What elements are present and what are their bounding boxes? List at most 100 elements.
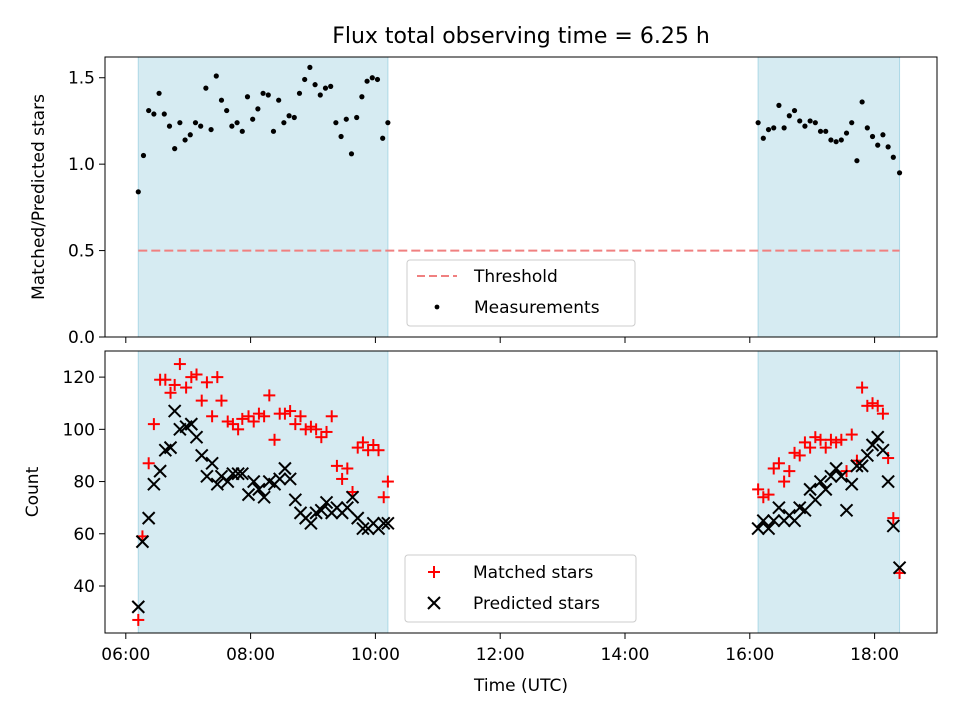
x-stroke xyxy=(252,482,266,497)
predicted-stars-point xyxy=(767,514,781,528)
matched-stars-point xyxy=(164,386,177,399)
count-points xyxy=(131,358,907,626)
predicted-stars-point xyxy=(314,503,329,517)
measurement-point xyxy=(896,170,903,176)
matched-stars-point xyxy=(310,423,323,436)
predicted-stars-point xyxy=(319,495,334,510)
y-tick-label: 60 xyxy=(73,525,95,545)
measurement-point xyxy=(322,85,329,91)
measurement-point xyxy=(224,107,230,114)
matched-stars-point xyxy=(142,457,155,470)
measurement-point xyxy=(333,120,339,126)
matched-stars-point xyxy=(341,462,354,475)
measurement-point xyxy=(791,107,798,114)
measurement-point xyxy=(807,118,813,124)
matched-stars-point xyxy=(336,472,349,485)
ratio-legend: Threshold Measurements xyxy=(406,259,636,327)
predicted-stars-point xyxy=(189,430,204,444)
matched-stars-point xyxy=(185,371,198,384)
measurement-point xyxy=(843,130,850,136)
predicted-stars-point xyxy=(200,469,214,484)
measurement-point xyxy=(817,128,824,134)
matched-stars-point xyxy=(793,449,806,462)
legend-predicted-label: Predicted stars xyxy=(473,594,600,614)
measurement-point xyxy=(802,123,808,129)
matched-stars-point xyxy=(247,415,260,428)
legend-threshold-label: Threshold xyxy=(473,267,558,287)
predicted-stars-point xyxy=(235,467,249,481)
y-tick-label: 1.5 xyxy=(68,69,95,89)
predicted-stars-point xyxy=(257,490,271,504)
matched-stars-point xyxy=(871,399,884,412)
x-stroke xyxy=(829,461,843,476)
x-tick-label: 16:00 xyxy=(725,645,774,665)
measurement-point xyxy=(812,120,818,126)
x-stroke xyxy=(167,404,182,418)
x-stroke xyxy=(787,514,802,528)
x-stroke xyxy=(241,487,256,502)
predicted-stars-point xyxy=(345,490,360,504)
measurement-point xyxy=(328,83,334,89)
measurement-point xyxy=(229,123,235,129)
matched-stars-point xyxy=(788,446,801,459)
ratio-y-axis-label: Matched/Predicted stars xyxy=(29,94,49,300)
predicted-stars-point xyxy=(167,404,182,418)
x-stroke xyxy=(772,500,786,515)
measurement-point xyxy=(849,120,855,126)
measurement-point xyxy=(187,132,193,138)
measurement-point xyxy=(864,125,870,131)
measurement-point xyxy=(166,123,173,129)
measurement-point xyxy=(385,120,391,126)
x-stroke xyxy=(288,493,303,507)
x-tick-label: 18:00 xyxy=(850,645,899,665)
measurement-point xyxy=(838,137,844,143)
predicted-stars-point xyxy=(845,477,859,491)
measurement-point xyxy=(260,90,266,96)
matched-stars-point xyxy=(362,444,375,457)
measurement-point xyxy=(781,125,787,131)
x-stroke xyxy=(195,448,209,463)
x-tick-label: 10:00 xyxy=(351,645,400,665)
predicted-stars-point xyxy=(340,500,355,515)
x-stroke xyxy=(283,472,297,486)
x-stroke xyxy=(819,482,833,497)
measurement-point xyxy=(776,102,782,108)
x-stroke xyxy=(153,464,167,478)
measurement-point xyxy=(890,154,896,160)
predicted-stars-point xyxy=(351,511,365,525)
matched-stars-point xyxy=(232,423,245,436)
measurement-point xyxy=(343,116,349,122)
predicted-stars-point xyxy=(184,417,199,431)
matched-stars-point xyxy=(377,491,390,504)
measurement-point xyxy=(771,125,777,131)
x-stroke xyxy=(351,511,365,525)
matched-stars-point xyxy=(252,407,265,420)
predicted-stars-point xyxy=(278,461,292,476)
measurement-point xyxy=(374,76,381,83)
predicted-stars-point xyxy=(829,461,843,476)
x-stroke xyxy=(247,474,261,489)
y-tick-label: 40 xyxy=(73,577,95,597)
ratio-panel: Flux total observing time = 6.25 h 0.00.… xyxy=(29,24,938,348)
x-stroke xyxy=(839,503,854,517)
measurement-point xyxy=(380,135,386,141)
predicted-stars-point xyxy=(205,456,219,470)
x-stroke xyxy=(278,461,292,476)
matched-stars-point xyxy=(783,465,796,478)
matched-stars-point xyxy=(215,394,228,407)
matched-stars-point xyxy=(809,431,822,444)
x-stroke xyxy=(793,500,807,515)
predicted-stars-point xyxy=(241,487,256,502)
y-tick-label: 80 xyxy=(73,473,95,493)
measurement-point xyxy=(218,97,225,103)
measurement-point xyxy=(208,126,214,133)
observing-window xyxy=(137,56,389,338)
matched-stars-point xyxy=(325,410,338,423)
x-stroke xyxy=(892,561,907,575)
measurement-point xyxy=(192,120,199,126)
matched-stars-point xyxy=(752,483,765,496)
x-stroke xyxy=(235,467,249,481)
count-y-axis-label: Count xyxy=(23,466,43,517)
matched-stars-point xyxy=(200,376,213,389)
predicted-stars-point xyxy=(881,474,895,489)
